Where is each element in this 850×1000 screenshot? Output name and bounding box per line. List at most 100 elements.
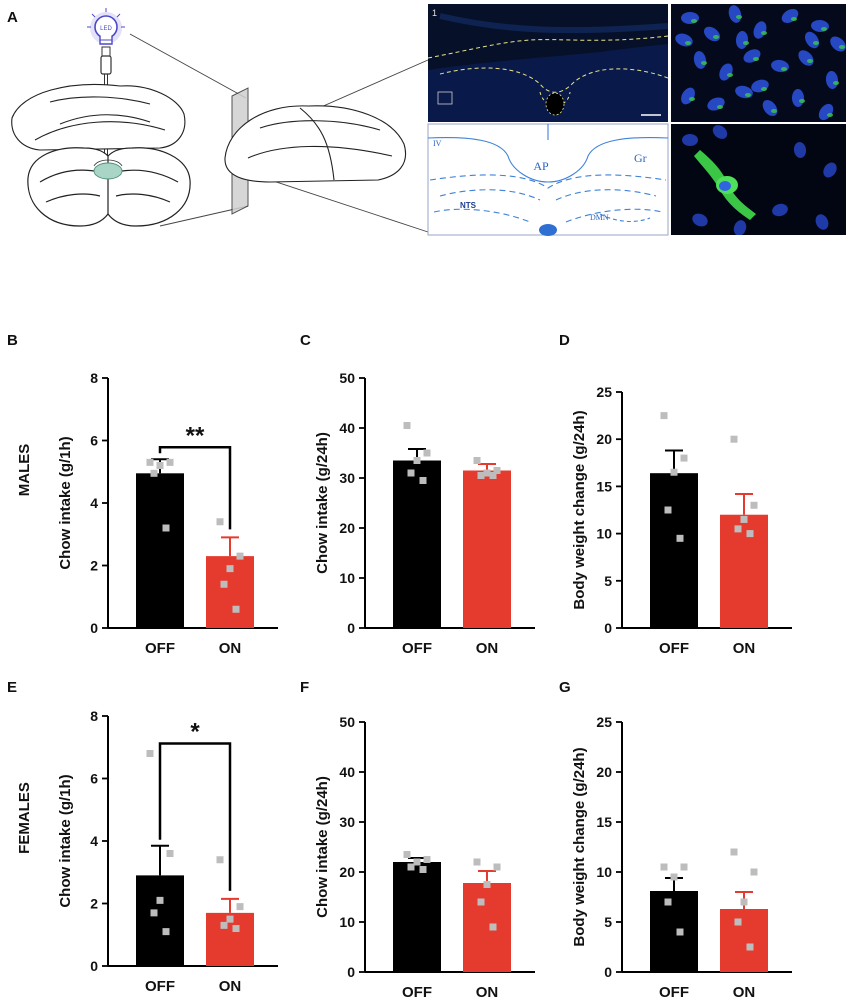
bar-off <box>650 891 698 972</box>
bar-off <box>136 875 184 966</box>
data-point <box>403 422 411 429</box>
data-point <box>680 863 688 871</box>
side-brain-drawing <box>224 105 406 183</box>
y-axis-label: Chow intake (g/24h) <box>314 776 331 918</box>
y-tick-label: 8 <box>90 708 98 724</box>
data-point <box>670 873 678 881</box>
data-point <box>166 850 174 857</box>
x-tick-label: OFF <box>659 984 689 1000</box>
data-point <box>146 750 154 757</box>
data-point <box>730 435 738 443</box>
data-point <box>423 856 431 863</box>
y-tick-label: 10 <box>339 914 355 930</box>
led-bulb-icon: LED <box>87 8 125 45</box>
y-tick-label: 25 <box>596 714 612 730</box>
y-tick-label: 15 <box>596 478 612 494</box>
inset-number: 1 <box>432 8 437 18</box>
svg-text:LED: LED <box>100 26 112 32</box>
data-point <box>734 525 742 533</box>
x-tick-label: ON <box>733 984 756 1000</box>
panel-letter-a: A <box>7 9 18 26</box>
data-point <box>150 469 158 477</box>
chart-f: 0 10 20 30 40 50 Chow intake (g/24h) OFF ON <box>314 714 535 1000</box>
y-tick-label: 0 <box>604 620 612 636</box>
data-point <box>166 458 174 466</box>
data-point <box>740 515 748 523</box>
bar-on <box>720 909 768 972</box>
data-point <box>477 472 485 479</box>
y-tick-label: 30 <box>339 814 355 830</box>
data-point <box>419 866 427 873</box>
y-tick-label: 0 <box>90 620 98 636</box>
y-tick-label: 0 <box>347 620 355 636</box>
bar-off <box>650 473 698 628</box>
data-point <box>489 472 497 479</box>
y-tick-label: 20 <box>339 520 355 536</box>
data-point <box>232 605 240 613</box>
data-point <box>493 863 501 871</box>
data-point <box>473 457 481 464</box>
data-point <box>423 449 431 457</box>
bar-on <box>463 883 511 972</box>
data-point <box>156 896 164 904</box>
data-point <box>676 928 684 936</box>
significance-marker: ** <box>186 422 205 449</box>
data-point <box>220 580 228 588</box>
data-point <box>734 918 742 926</box>
y-tick-label: 0 <box>347 964 355 980</box>
x-tick-label: OFF <box>659 640 689 657</box>
data-point <box>489 923 497 931</box>
data-point <box>660 863 668 871</box>
y-tick-label: 25 <box>596 384 612 400</box>
data-point <box>740 898 748 906</box>
y-tick-label: 30 <box>339 470 355 486</box>
data-point <box>493 467 501 474</box>
panel-a: A LED <box>7 4 846 236</box>
atlas-label-gr: Gr <box>634 151 647 165</box>
micrograph-overview: 1 <box>428 4 668 122</box>
micrograph-single-cell <box>671 124 846 235</box>
bar-off <box>393 460 441 628</box>
data-point <box>236 552 244 560</box>
data-point <box>676 534 684 542</box>
y-tick-label: 0 <box>90 958 98 974</box>
data-point <box>680 454 688 462</box>
coronal-section-drawing <box>27 147 191 227</box>
chart-b: 0 2 4 6 8 Chow intake (g/1h) OFF ON ** <box>57 370 278 657</box>
y-tick-label: 20 <box>596 431 612 447</box>
y-tick-label: 10 <box>596 864 612 880</box>
data-point <box>413 858 421 866</box>
bar-off <box>136 473 184 628</box>
y-axis-label: Body weight change (g/24h) <box>571 747 588 946</box>
data-point <box>413 457 421 464</box>
panel-letter-f: F <box>300 679 309 696</box>
data-point <box>419 477 427 484</box>
data-point <box>660 412 668 420</box>
y-tick-label: 4 <box>90 495 98 511</box>
y-tick-label: 6 <box>90 771 98 787</box>
data-point <box>750 501 758 509</box>
y-tick-label: 4 <box>90 833 98 849</box>
x-tick-label: ON <box>219 640 242 657</box>
x-tick-label: OFF <box>145 640 175 657</box>
data-point <box>730 848 738 856</box>
x-tick-label: ON <box>733 640 756 657</box>
atlas-label-dmn: DMN <box>590 213 609 222</box>
panel-letter-d: D <box>559 332 570 349</box>
data-point <box>746 943 754 951</box>
y-axis-label: Chow intake (g/1h) <box>57 774 74 907</box>
y-axis-label: Chow intake (g/1h) <box>57 436 74 569</box>
x-tick-label: ON <box>219 978 242 995</box>
chart-g: 0 5 10 15 20 25 Body weight change (g/24h) OFF O… <box>571 714 792 1000</box>
data-point <box>150 909 158 917</box>
micrograph-cells <box>671 4 846 122</box>
y-tick-label: 10 <box>339 570 355 586</box>
bar-off <box>393 862 441 972</box>
y-tick-label: 2 <box>90 558 98 574</box>
data-point <box>146 458 154 466</box>
data-point <box>664 898 672 906</box>
brain-atlas-schematic: AP Gr IV NTS DMN <box>427 123 669 236</box>
panel-letter-b: B <box>7 332 18 349</box>
y-tick-label: 10 <box>596 526 612 542</box>
data-point <box>156 462 164 469</box>
